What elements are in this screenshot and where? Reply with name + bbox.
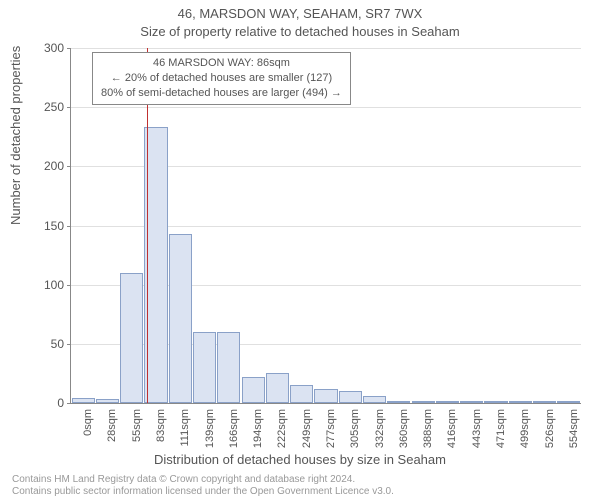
- bar: [339, 391, 362, 403]
- x-tick-label: 111sqm: [179, 409, 191, 459]
- y-tick-mark: [67, 403, 71, 404]
- x-tick-label: 0sqm: [82, 409, 94, 459]
- y-tick-label: 300: [24, 41, 64, 55]
- chart-title-main: 46, MARSDON WAY, SEAHAM, SR7 7WX: [0, 6, 600, 21]
- bar: [72, 398, 95, 403]
- chart-title-sub: Size of property relative to detached ho…: [0, 24, 600, 39]
- footer-line1: Contains HM Land Registry data © Crown c…: [12, 474, 394, 486]
- x-tick-label: 332sqm: [374, 409, 386, 459]
- bar: [169, 234, 192, 403]
- y-tick-mark: [67, 166, 71, 167]
- footer-attribution: Contains HM Land Registry data © Crown c…: [12, 474, 394, 498]
- y-tick-mark: [67, 344, 71, 345]
- x-tick-label: 388sqm: [422, 409, 434, 459]
- x-tick-label: 416sqm: [446, 409, 458, 459]
- bar: [193, 332, 216, 403]
- bar: [509, 401, 532, 403]
- bar: [460, 401, 483, 403]
- y-tick-label: 200: [24, 159, 64, 173]
- y-tick-label: 100: [24, 278, 64, 292]
- bar: [533, 401, 556, 403]
- footer-line2: Contains public sector information licen…: [12, 486, 394, 498]
- bar: [120, 273, 143, 403]
- x-tick-label: 443sqm: [471, 409, 483, 459]
- x-tick-label: 471sqm: [495, 409, 507, 459]
- bar: [557, 401, 580, 403]
- y-tick-label: 0: [24, 396, 64, 410]
- y-tick-mark: [67, 285, 71, 286]
- bar: [96, 399, 119, 403]
- x-tick-label: 360sqm: [398, 409, 410, 459]
- bar: [436, 401, 459, 403]
- x-tick-label: 55sqm: [131, 409, 143, 459]
- x-tick-label: 554sqm: [568, 409, 580, 459]
- x-tick-label: 83sqm: [155, 409, 167, 459]
- y-tick-mark: [67, 107, 71, 108]
- bar: [217, 332, 240, 403]
- x-tick-label: 305sqm: [349, 409, 361, 459]
- y-tick-label: 250: [24, 100, 64, 114]
- x-tick-label: 249sqm: [301, 409, 313, 459]
- chart-container: 46, MARSDON WAY, SEAHAM, SR7 7WX Size of…: [0, 0, 600, 500]
- x-tick-label: 277sqm: [325, 409, 337, 459]
- annotation-line2: ← 20% of detached houses are smaller (12…: [101, 71, 342, 86]
- x-tick-label: 166sqm: [228, 409, 240, 459]
- x-tick-label: 28sqm: [106, 409, 118, 459]
- y-tick-label: 50: [24, 337, 64, 351]
- x-tick-label: 139sqm: [204, 409, 216, 459]
- y-tick-label: 150: [24, 219, 64, 233]
- x-tick-label: 194sqm: [252, 409, 264, 459]
- bar: [363, 396, 386, 403]
- y-tick-mark: [67, 48, 71, 49]
- bar: [242, 377, 265, 403]
- bar: [412, 401, 435, 403]
- bar: [266, 373, 289, 403]
- x-tick-label: 526sqm: [544, 409, 556, 459]
- annotation-line3: 80% of semi-detached houses are larger (…: [101, 86, 342, 101]
- annotation-line1: 46 MARSDON WAY: 86sqm: [101, 56, 342, 71]
- bar: [387, 401, 410, 403]
- annotation-box: 46 MARSDON WAY: 86sqm ← 20% of detached …: [92, 52, 351, 105]
- bar: [484, 401, 507, 403]
- y-tick-mark: [67, 226, 71, 227]
- x-tick-label: 222sqm: [276, 409, 288, 459]
- x-tick-label: 499sqm: [519, 409, 531, 459]
- bar: [314, 389, 337, 403]
- bar: [290, 385, 313, 403]
- y-axis-title: Number of detached properties: [8, 46, 23, 225]
